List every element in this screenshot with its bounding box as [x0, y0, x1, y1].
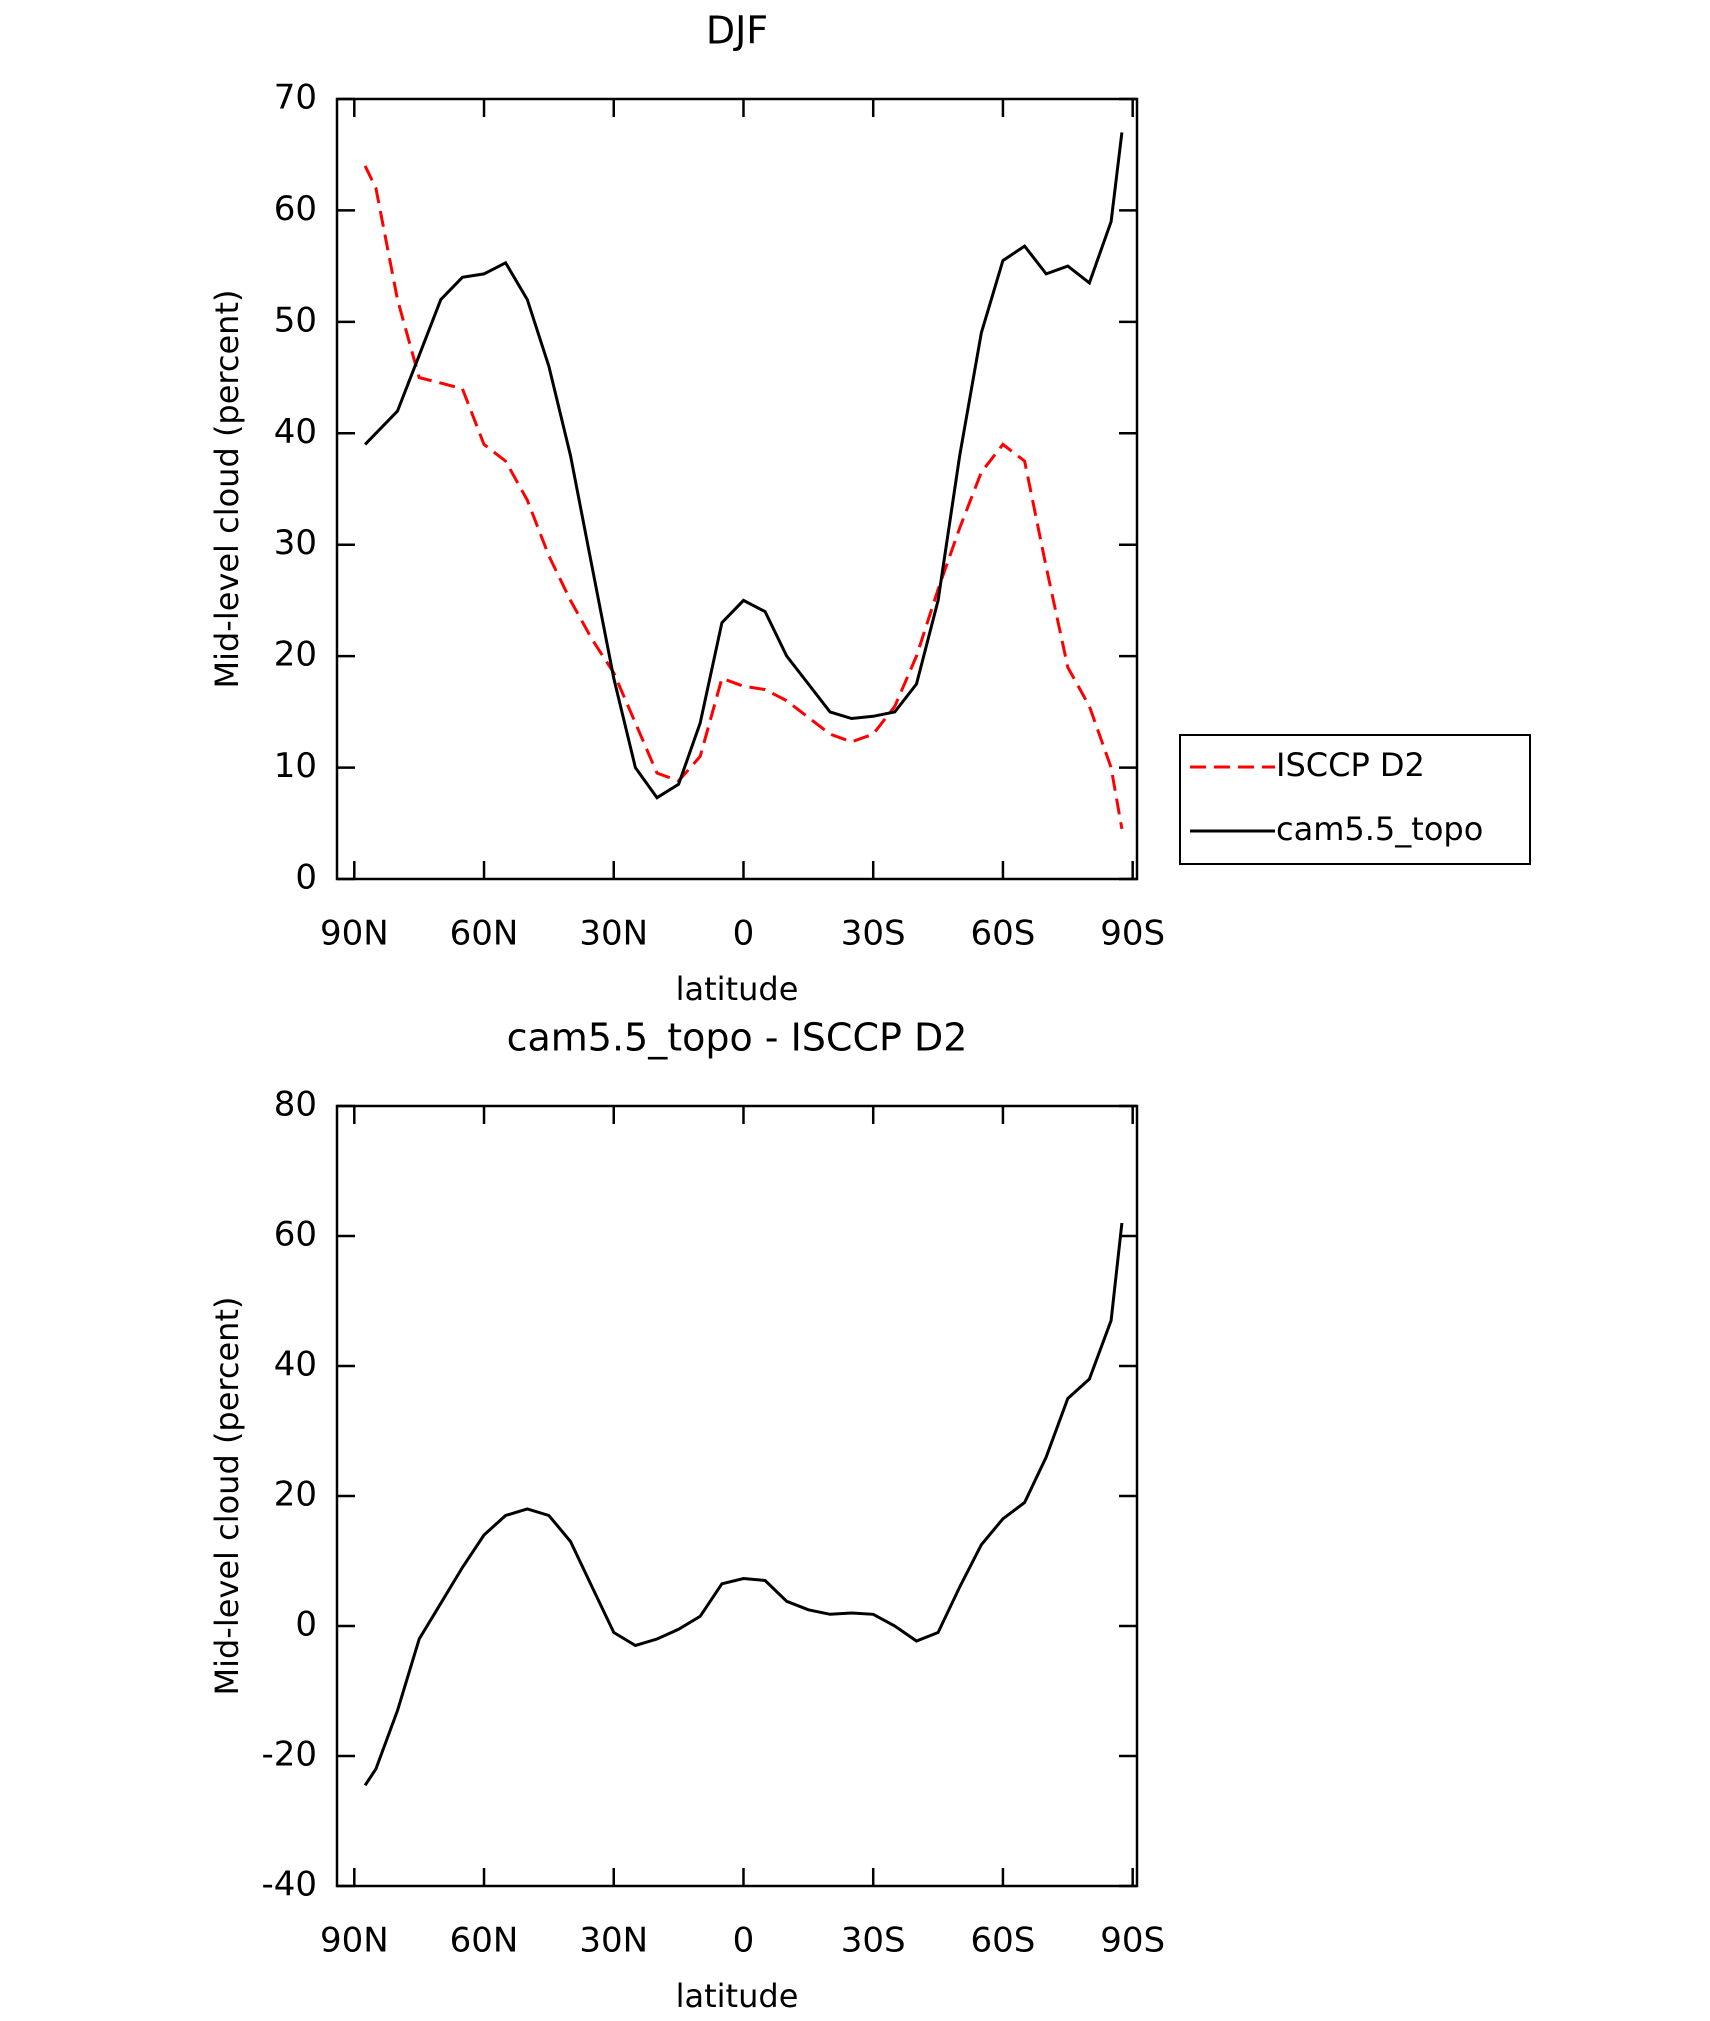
plot-frame	[335, 97, 1139, 881]
chart-title: DJF	[706, 9, 768, 53]
x-tick-label: 0	[733, 1921, 755, 1961]
y-tick-label: 0	[295, 1605, 317, 1645]
x-tick-label: 30N	[579, 1921, 648, 1961]
y-tick-label: 40	[274, 1345, 317, 1385]
data-line	[363, 165, 1124, 830]
data-line	[363, 1222, 1124, 1787]
y-tick-label: 40	[274, 412, 317, 452]
x-tick-label: 0	[733, 914, 755, 954]
legend: ISCCP D2 cam5.5_topo	[1179, 734, 1531, 865]
y-tick-label: 30	[274, 523, 317, 563]
x-tick-label: 30S	[841, 914, 906, 954]
y-tick-label: -20	[261, 1735, 317, 1775]
y-tick-label: 10	[274, 746, 317, 786]
y-axis-label: Mid-level cloud (percent)	[208, 1297, 246, 1696]
x-tick-label: 90N	[320, 1921, 389, 1961]
plot-frame	[335, 1104, 1139, 1888]
x-tick-label: 60S	[971, 1921, 1036, 1961]
y-tick-label: 80	[274, 1085, 317, 1125]
y-tick-label: 0	[295, 858, 317, 898]
x-axis-label: latitude	[676, 970, 799, 1008]
x-tick-label: 60S	[971, 914, 1036, 954]
data-line	[364, 132, 1124, 800]
y-tick-label: 60	[274, 1215, 317, 1255]
x-tick-label: 60N	[450, 914, 519, 954]
x-tick-label: 90S	[1100, 1921, 1165, 1961]
x-axis-label: latitude	[676, 1977, 799, 2015]
x-tick-label: 60N	[450, 1921, 519, 1961]
legend-box	[1179, 734, 1531, 865]
y-tick-label: 50	[274, 300, 317, 340]
y-tick-label: 70	[274, 78, 317, 118]
y-tick-label: 20	[274, 1475, 317, 1515]
y-tick-label: -40	[261, 1865, 317, 1905]
legend-label: cam5.5_topo	[1276, 810, 1483, 848]
y-axis-label: Mid-level cloud (percent)	[208, 290, 246, 689]
y-tick-label: 20	[274, 635, 317, 675]
chart-title: cam5.5_topo - ISCCP D2	[507, 1016, 968, 1060]
y-tick-label: 60	[274, 189, 317, 229]
x-tick-label: 30S	[841, 1921, 906, 1961]
x-tick-label: 30N	[579, 914, 648, 954]
x-tick-label: 90S	[1100, 914, 1165, 954]
legend-label: ISCCP D2	[1276, 746, 1425, 784]
x-tick-label: 90N	[320, 914, 389, 954]
